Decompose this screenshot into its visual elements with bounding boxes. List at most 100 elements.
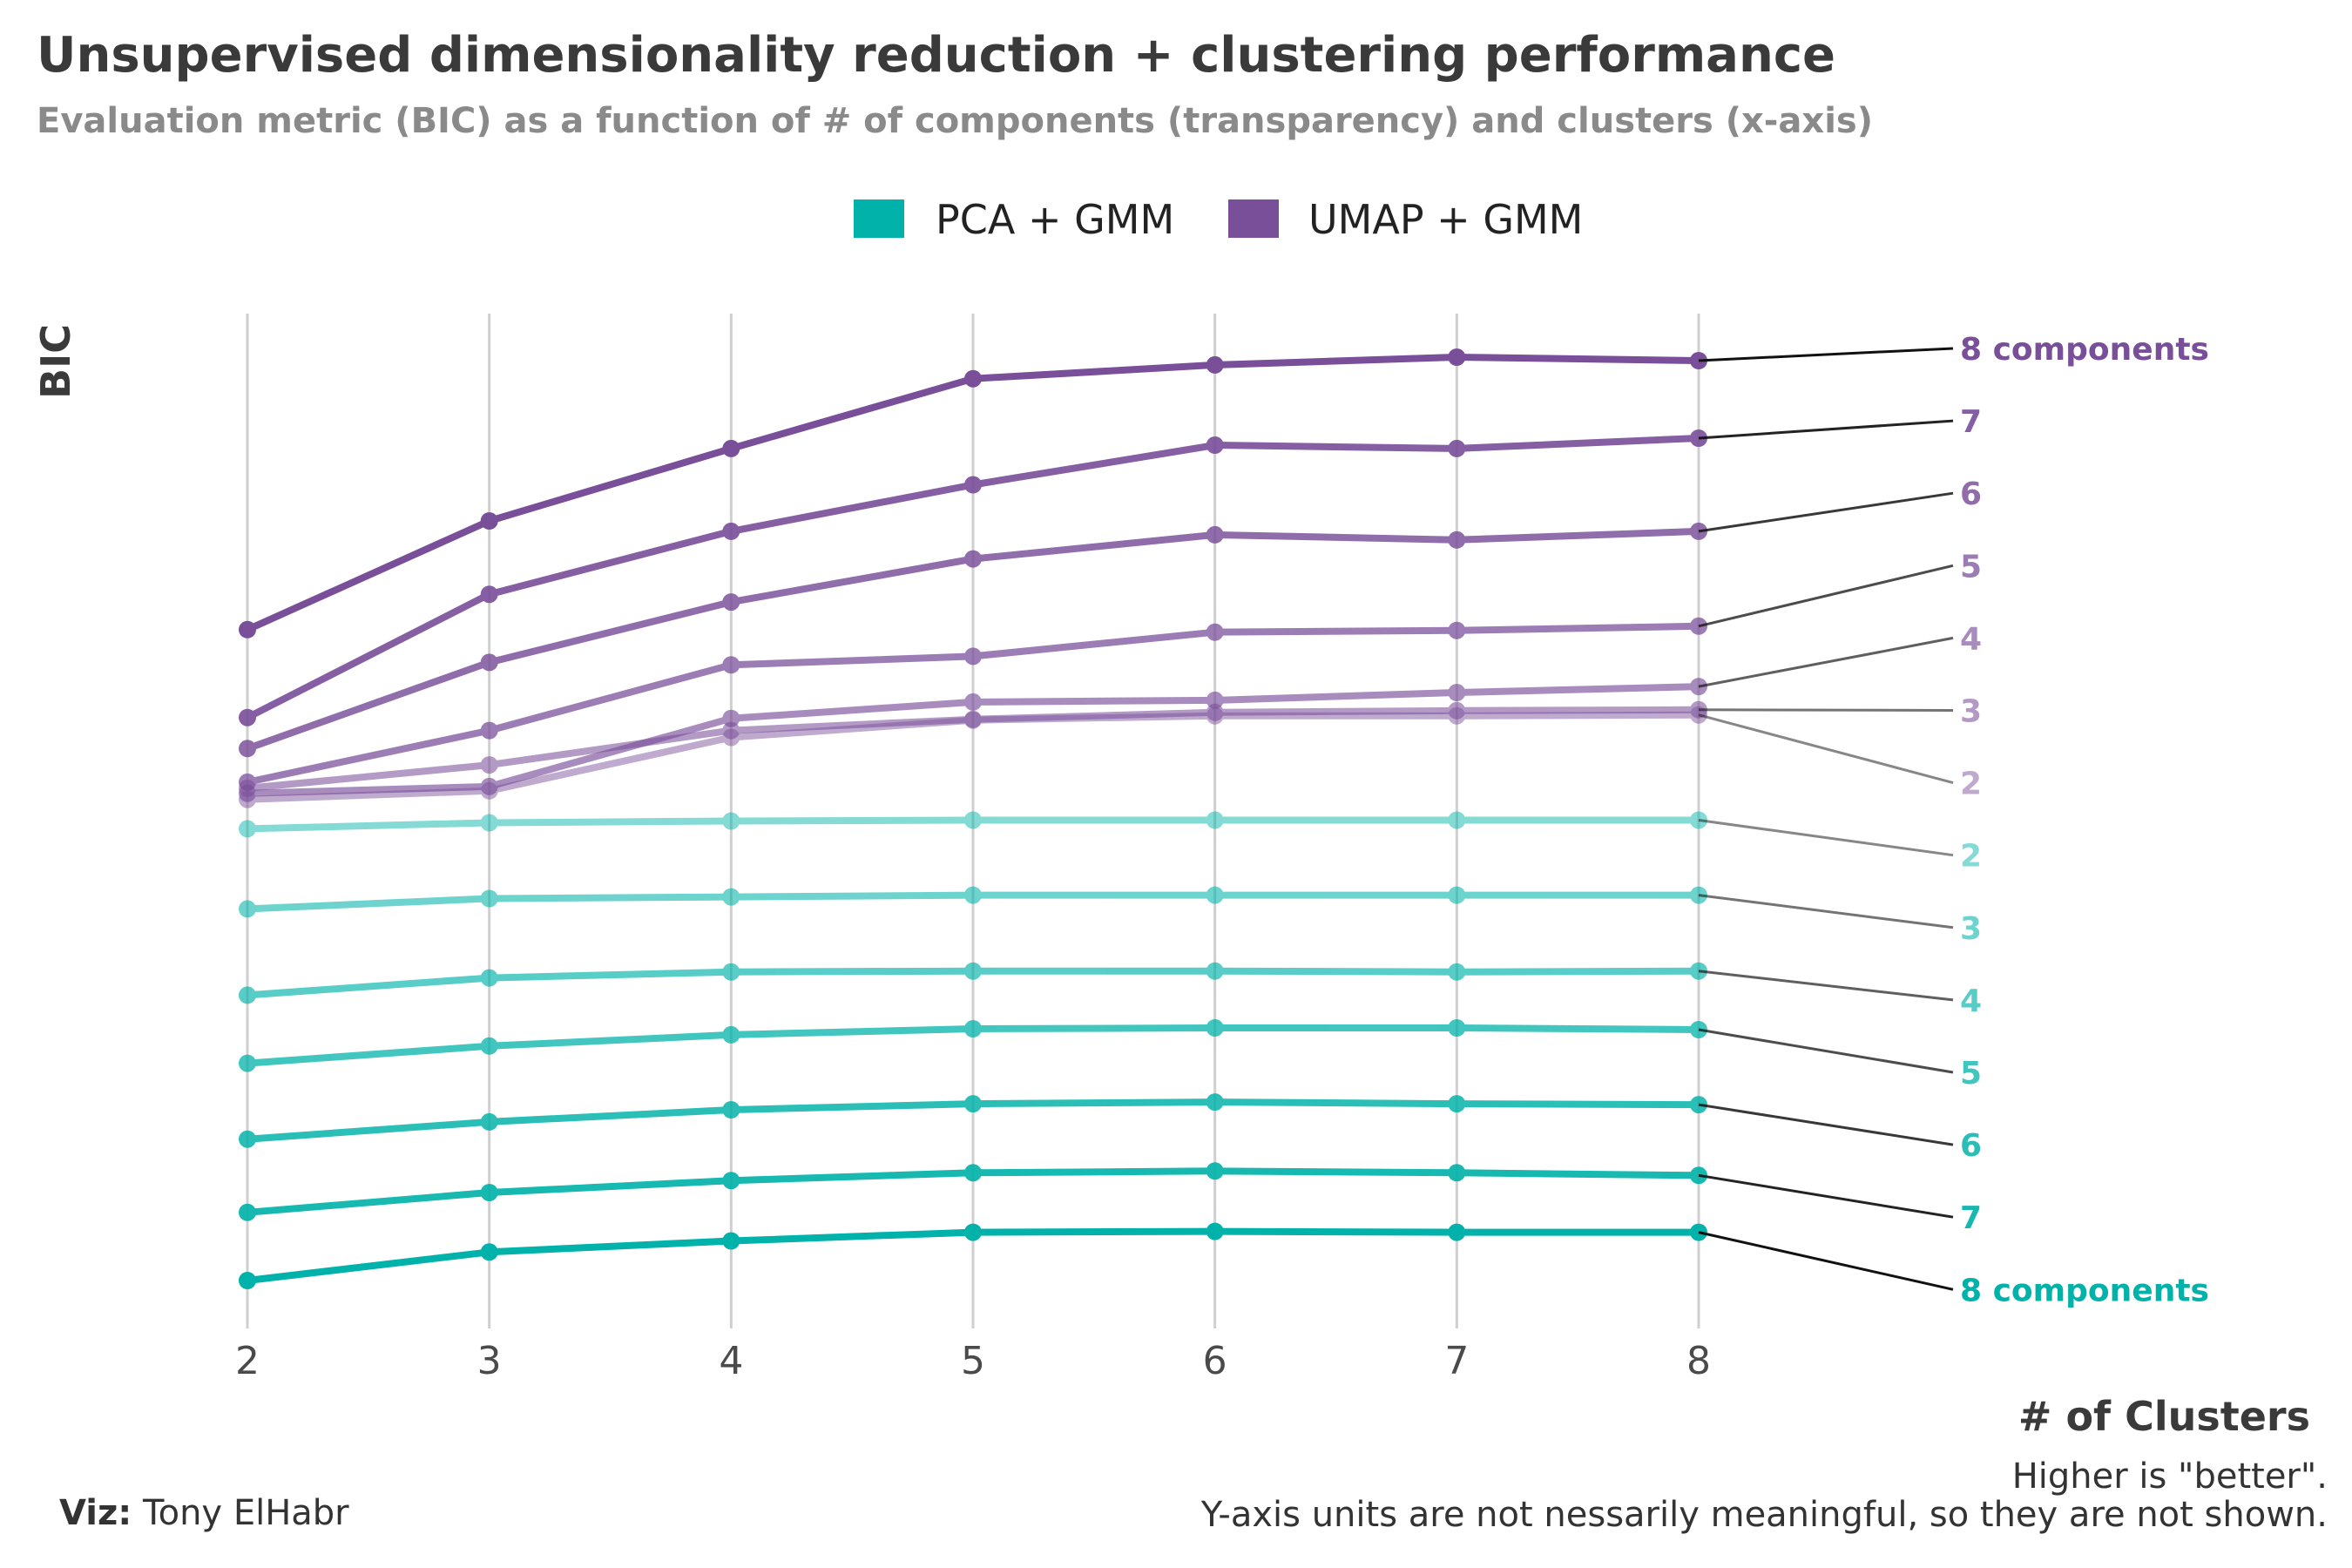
point-pca-6-x5 [964,1095,982,1113]
point-pca-5-x7 [1448,1019,1466,1037]
x-axis-ticks: 2 3 4 5 6 7 8 [235,1339,1711,1383]
point-umap-5-x5 [964,647,982,666]
point-pca-5-x5 [964,1020,982,1037]
x-tick-label-6: 6 [1203,1339,1227,1383]
point-pca-2-x2 [239,820,256,838]
series-umap-6 [239,522,1707,758]
point-umap-2-x5 [964,711,982,729]
series-line-pca-2 [244,816,1702,833]
point-pca-2-x4 [722,812,740,830]
point-umap-8-x7 [1448,348,1466,366]
point-pca-2-x6 [1206,811,1224,829]
point-pca-5-x6 [1206,1019,1224,1037]
connector-umap-5 [1698,564,1954,628]
x-axis-title: # of Clusters [2018,1393,2310,1440]
connector-umap-6 [1698,491,1954,533]
point-umap-3-x5 [964,710,982,728]
caption-credit-author: Tony ElHabr [142,1493,349,1533]
end-label-umap-7: 7 [1960,404,1982,440]
legend-swatch-umap [1228,199,1279,238]
end-label-umap-8: 8 components [1960,332,2209,368]
point-pca-8-x5 [964,1223,982,1241]
point-pca-4-x7 [1448,963,1466,981]
point-pca-2-x3 [480,814,498,832]
point-pca-8-x2 [239,1272,256,1289]
connector-pca-8 [1698,1231,1954,1291]
series-umap-7 [239,429,1707,727]
point-umap-2-x6 [1206,706,1224,725]
point-umap-7-x6 [1206,436,1224,454]
point-pca-7-x5 [964,1164,982,1182]
point-umap-5-x3 [480,721,498,740]
end-label-pca-6: 6 [1960,1128,1982,1164]
point-pca-4-x2 [239,986,256,1004]
end-label-umap-2: 2 [1960,767,1982,802]
legend: PCA + GMM UMAP + GMM [854,196,1583,243]
x-tick-label-2: 2 [235,1339,260,1383]
connector-umap-4 [1698,636,1954,688]
y-axis-title: BIC [32,324,79,399]
point-pca-6-x2 [239,1130,256,1148]
x-tick-label-4: 4 [719,1339,743,1383]
x-tick-label-5: 5 [961,1339,985,1383]
point-pca-6-x7 [1448,1095,1466,1113]
point-umap-8-x5 [964,369,982,388]
point-pca-4-x4 [722,963,740,981]
connector-umap-2 [1698,713,1954,785]
end-labels: 8 components 7 6 5 4 3 2 2 3 4 5 6 7 8 components [1698,332,2209,1308]
point-pca-3-x7 [1448,886,1466,904]
point-umap-3-x7 [1448,701,1466,720]
caption-credit: Viz: Tony ElHabr [59,1493,349,1533]
connector-pca-2 [1698,819,1954,857]
end-label-pca-7: 7 [1960,1200,1982,1236]
series-pca-5 [239,1019,1707,1072]
end-label-pca-2: 2 [1960,839,1982,875]
point-pca-6-x6 [1206,1093,1224,1112]
chart-title: Unsupervised dimensionality reduction + … [37,27,1835,84]
point-umap-7-x3 [480,585,498,604]
series-umap-8 [239,348,1707,639]
connector-umap-3 [1698,708,1954,712]
point-umap-4-x5 [964,693,982,711]
point-umap-7-x7 [1448,439,1466,457]
point-pca-7-x2 [239,1203,256,1221]
end-label-umap-5: 5 [1960,549,1982,585]
point-umap-6-x6 [1206,525,1224,544]
point-umap-8-x2 [239,620,256,639]
point-umap-6-x2 [239,740,256,758]
series-umap-3 [239,700,1707,797]
point-umap-2-x3 [480,781,498,800]
point-pca-3-x5 [964,886,982,904]
point-umap-3-x2 [239,779,256,797]
end-label-umap-3: 3 [1960,694,1982,730]
point-umap-3-x6 [1206,703,1224,721]
connector-umap-8 [1698,347,1954,362]
caption-credit-prefix: Viz: [59,1493,132,1533]
point-pca-7-x3 [480,1184,498,1201]
end-label-pca-3: 3 [1960,911,1982,947]
x-tick-label-7: 7 [1444,1339,1469,1383]
point-umap-5-x4 [722,656,740,674]
point-umap-7-x4 [722,522,740,540]
connector-pca-7 [1698,1173,1954,1219]
point-pca-6-x4 [722,1101,740,1119]
point-pca-4-x6 [1206,962,1224,980]
series-umap-4 [239,678,1707,802]
point-umap-2-x2 [239,790,256,808]
point-umap-4-x3 [480,777,498,795]
point-pca-5-x4 [722,1025,740,1044]
point-umap-2-x4 [722,728,740,747]
point-umap-6-x5 [964,550,982,568]
series-pca-6 [239,1093,1707,1148]
series-lines [239,348,1707,1289]
series-pca-4 [239,962,1707,1004]
point-pca-6-x3 [480,1112,498,1131]
legend-label-pca: PCA + GMM [936,196,1174,243]
end-label-umap-6: 6 [1960,476,1982,512]
legend-swatch-pca [854,199,904,238]
point-umap-6-x3 [480,653,498,672]
end-label-pca-5: 5 [1960,1056,1982,1092]
point-umap-8-x4 [722,439,740,457]
point-pca-2-x5 [964,811,982,829]
